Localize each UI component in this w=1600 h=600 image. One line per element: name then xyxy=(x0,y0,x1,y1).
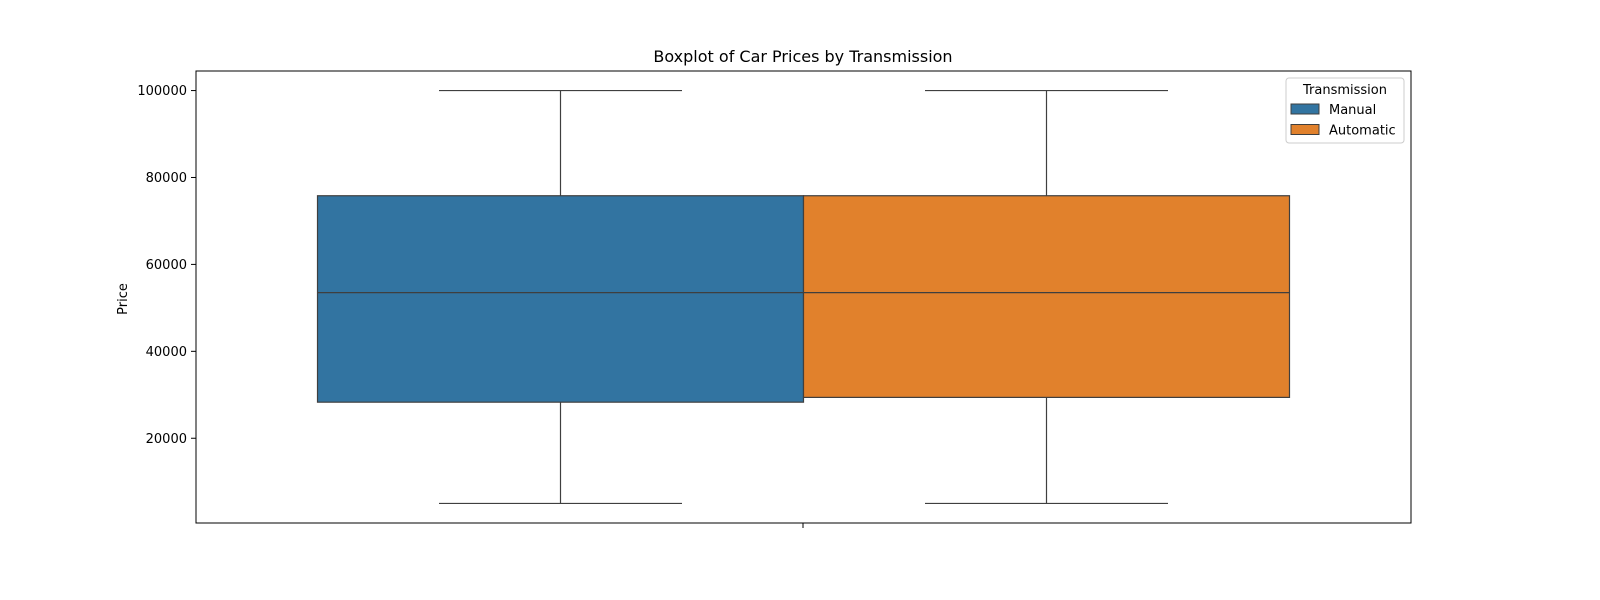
y-axis-ticks: 20000 40000 60000 80000 100000 xyxy=(137,84,196,447)
legend-swatch-manual xyxy=(1290,103,1320,115)
legend-label-automatic: Automatic xyxy=(1329,124,1396,139)
legend-swatch-automatic xyxy=(1290,124,1320,135)
y-tick-label: 40000 xyxy=(146,345,187,360)
manual-box xyxy=(316,195,805,403)
legend-label-manual: Manual xyxy=(1329,103,1376,118)
legend: Transmission Manual Automatic xyxy=(1285,77,1405,144)
plot-area-frame xyxy=(195,70,1412,524)
y-tick-label: 60000 xyxy=(146,258,187,273)
y-axis-label: Price xyxy=(116,283,131,315)
automatic-box xyxy=(802,195,1291,398)
box-group xyxy=(316,89,1291,505)
legend-title: Transmission xyxy=(1302,83,1387,98)
y-tick-label: 20000 xyxy=(146,432,187,447)
legend-entries: Manual Automatic xyxy=(1290,103,1396,139)
y-tick-label: 80000 xyxy=(146,171,187,186)
y-tick-label: 100000 xyxy=(137,84,187,99)
chart-title: Boxplot of Car Prices by Transmission xyxy=(653,47,952,66)
